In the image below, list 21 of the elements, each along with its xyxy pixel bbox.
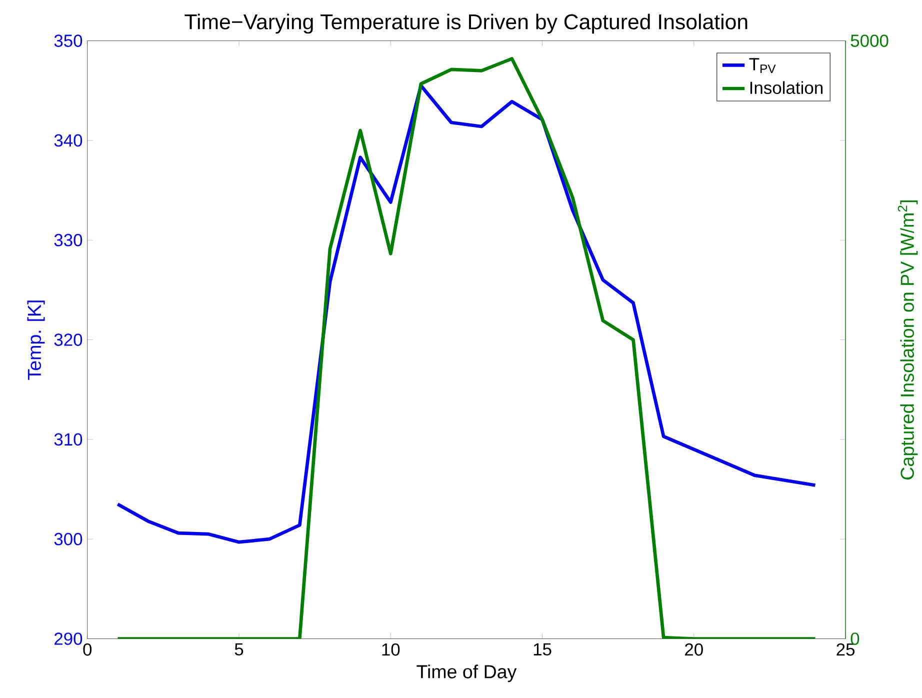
legend-label: T$_{PV}$: [749, 58, 776, 74]
x-tick-label: 10: [382, 643, 400, 656]
y-tick-label: 310: [54, 433, 82, 446]
y-tick-label: 300: [54, 532, 82, 546]
y-tick-label: 330: [54, 234, 82, 246]
y-tick-label: 320: [54, 334, 82, 346]
y2-axis-title: Captured Insolation on PV [W/m$^{2}$]: [898, 200, 918, 480]
x-tick-label: 25: [836, 643, 855, 656]
chart-title: Time−Varying Temperature is Driven by Captured Insolation: [184, 14, 748, 34]
x-tick-label: 20: [685, 643, 703, 656]
legend-label: Insolation: [750, 81, 822, 94]
y2-tick-label: 5000: [850, 34, 888, 47]
y2-tick-label: 0: [850, 632, 860, 645]
y-tick-label: 290: [54, 632, 82, 645]
y-axis-title: Temp. [K]: [27, 300, 45, 380]
y-tick-label: 350: [54, 34, 82, 47]
x-axis-title: Time of Day: [416, 664, 517, 682]
y-tick-label: 340: [54, 134, 82, 147]
x-tick-label: 0: [83, 643, 92, 656]
x-tick-label: 5: [234, 643, 244, 656]
x-tick-label: 15: [534, 643, 552, 656]
